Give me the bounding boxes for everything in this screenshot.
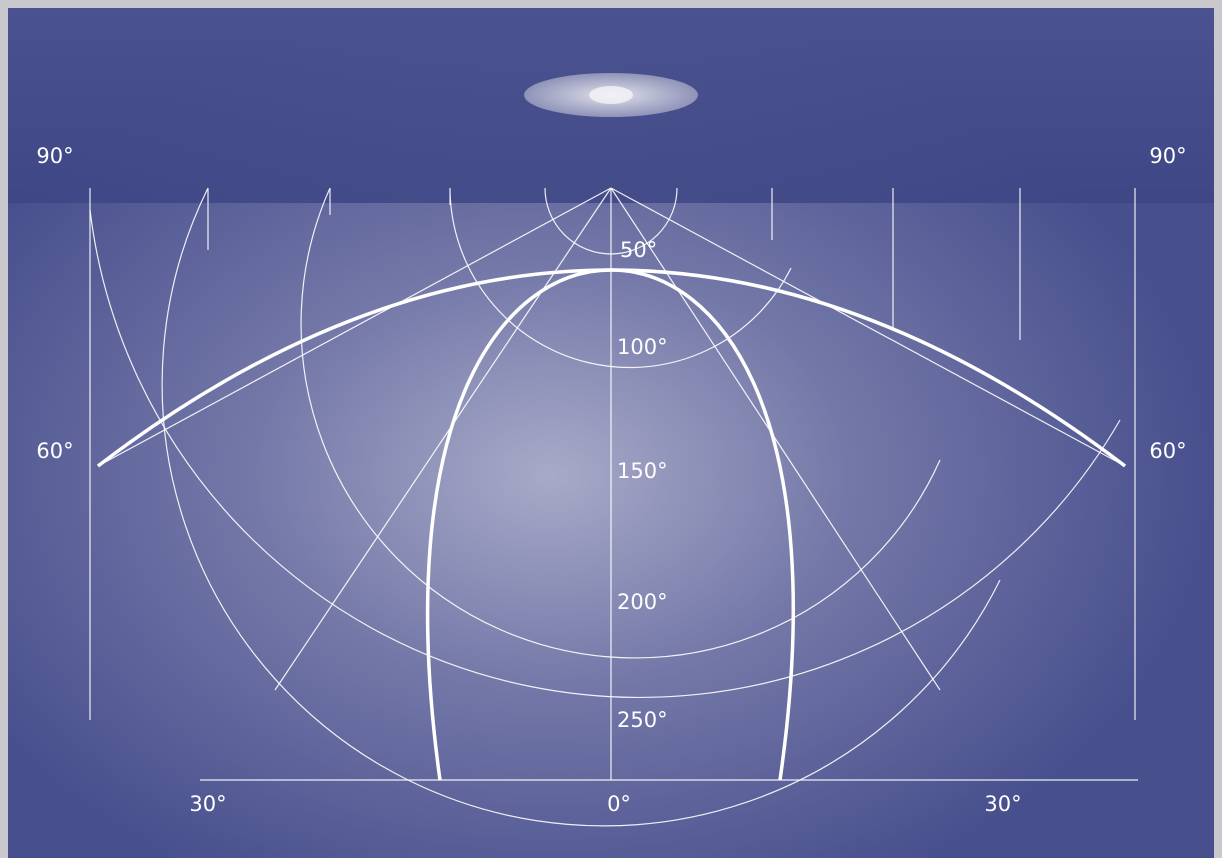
ring-label: 50°: [620, 238, 657, 262]
distribution-curves: [96, 268, 1127, 781]
angle-label: 0°: [607, 792, 631, 816]
ring-label: 100°: [617, 335, 668, 359]
angle-label: 60°: [1149, 439, 1186, 463]
angle-label: 60°: [36, 439, 73, 463]
angle-label: 90°: [1149, 144, 1186, 168]
angle-label: 90°: [36, 144, 73, 168]
ring-label: 150°: [617, 459, 668, 483]
ring-label: 250°: [617, 708, 668, 732]
ring-label: 200°: [617, 590, 668, 614]
grid: [89, 187, 1138, 827]
angle-label: 30°: [984, 792, 1021, 816]
angle-label: 30°: [189, 792, 226, 816]
